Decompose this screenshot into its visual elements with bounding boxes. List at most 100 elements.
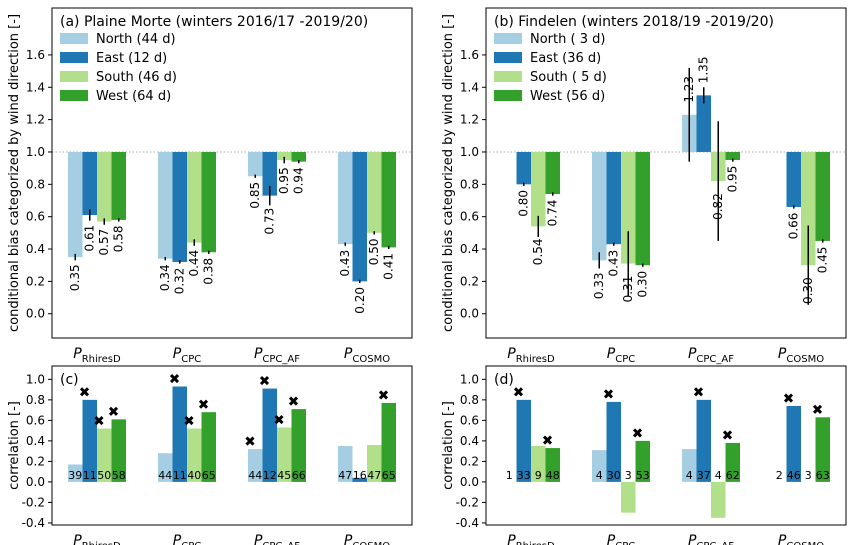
bar (682, 449, 697, 482)
significance-marker (542, 435, 553, 445)
count-label: 46 (787, 469, 801, 482)
y-tick-label: 1.2 (26, 113, 45, 127)
bar (291, 151, 306, 162)
bar (291, 409, 306, 482)
y-tick-label: -0.2 (456, 495, 479, 509)
value-label: 0.57 (97, 229, 111, 256)
panel-title: (c) (60, 372, 79, 388)
bar (531, 446, 546, 482)
value-label: 0.54 (531, 238, 545, 265)
count-label: 50 (97, 469, 111, 482)
category-symbol: P (688, 346, 697, 362)
y-tick-label: 0.2 (460, 274, 479, 288)
x-tick-label: PCPC (607, 533, 635, 545)
value-label: 0.30 (636, 271, 650, 298)
value-label: 0.35 (68, 264, 82, 291)
axes-frame (485, 365, 847, 526)
bar (262, 388, 277, 482)
bar (696, 95, 711, 152)
count-label: 33 (517, 469, 531, 482)
category-symbol: P (344, 346, 353, 362)
y-tick-label: -0.4 (456, 516, 479, 530)
y-tick-label: 0.6 (460, 210, 479, 224)
x-tick-label: PRhiresD (507, 533, 555, 545)
category-subscript: RhiresD (516, 541, 555, 545)
count-label: 11 (173, 469, 187, 482)
y-tick-label: 0.0 (460, 307, 479, 321)
y-tick-label: 0.2 (460, 454, 479, 468)
category-subscript: CPC (181, 354, 201, 365)
significance-marker (288, 396, 299, 406)
count-label: 16 (353, 469, 367, 482)
y-tick-label: 0.8 (460, 393, 479, 407)
x-tick-label: PCPC (173, 533, 201, 545)
count-label: 45 (277, 469, 291, 482)
count-label: 30 (607, 469, 621, 482)
y-tick-label: 0.0 (26, 475, 45, 489)
significance-marker (169, 373, 180, 384)
category-subscript: CPC (181, 541, 201, 545)
y-tick-label: 0.4 (460, 242, 479, 256)
significance-marker (812, 404, 823, 414)
value-label: 0.34 (158, 264, 172, 291)
value-label: 0.73 (263, 208, 277, 235)
y-tick-label: 1.2 (460, 113, 479, 127)
y-tick-label: 0.0 (26, 307, 45, 321)
value-label: 0.44 (187, 250, 201, 277)
y-tick-label: 0.6 (460, 413, 479, 427)
count-label: 53 (636, 469, 650, 482)
category-symbol: P (344, 533, 353, 545)
y-tick-label: -0.4 (22, 516, 45, 530)
bar (187, 151, 202, 243)
significance-marker (378, 390, 389, 400)
count-label: 2 (776, 469, 783, 482)
count-label: 40 (187, 469, 201, 482)
x-tick-label: PCPC (173, 346, 201, 365)
x-tick-label: PCOSMO (344, 346, 390, 365)
count-label: 47 (338, 469, 352, 482)
bar (725, 151, 740, 161)
legend-swatch (494, 52, 522, 63)
y-tick-label: 1.0 (460, 145, 479, 159)
value-label: 0.61 (83, 225, 97, 252)
legend-label: South (46 d) (96, 70, 177, 85)
x-tick-label: PRhiresD (73, 346, 121, 365)
axes-frame (51, 365, 413, 526)
value-label: 0.50 (367, 238, 381, 265)
x-tick-label: PCPC_AF (688, 346, 734, 365)
x-tick-label: PCOSMO (344, 533, 390, 545)
count-label: 9 (535, 469, 542, 482)
bar (711, 481, 726, 518)
y-tick-label: 0.2 (26, 454, 45, 468)
bar (696, 399, 711, 482)
category-subscript: COSMO (786, 541, 824, 545)
value-label: 0.74 (546, 200, 560, 227)
category-symbol: P (607, 533, 616, 545)
bar (277, 427, 292, 482)
y-tick-label: 1.4 (460, 80, 479, 94)
bar (801, 151, 816, 266)
bar (531, 151, 546, 227)
panel-title: (d) (494, 372, 514, 388)
y-tick-label: 0.4 (26, 434, 45, 448)
bar (187, 428, 202, 482)
axes-frame (485, 7, 847, 339)
value-label: 0.31 (621, 276, 635, 303)
significance-marker (783, 393, 794, 403)
category-subscript: CPC (615, 541, 635, 545)
category-subscript: CPC_AF (262, 354, 300, 365)
legend-label: North (44 d) (96, 32, 176, 47)
value-label: 0.33 (592, 272, 606, 299)
category-subscript: CPC (615, 354, 635, 365)
legend-label: West (56 d) (530, 89, 605, 104)
category-symbol: P (688, 533, 697, 545)
bar (158, 453, 173, 482)
y-tick-label: 0.2 (26, 274, 45, 288)
count-label: 62 (726, 469, 740, 482)
bar (606, 401, 621, 482)
y-tick-label: -0.2 (22, 495, 45, 509)
value-label: 0.95 (726, 166, 740, 193)
value-label: 0.20 (353, 287, 367, 314)
significance-marker (259, 376, 270, 386)
bar (82, 399, 97, 482)
